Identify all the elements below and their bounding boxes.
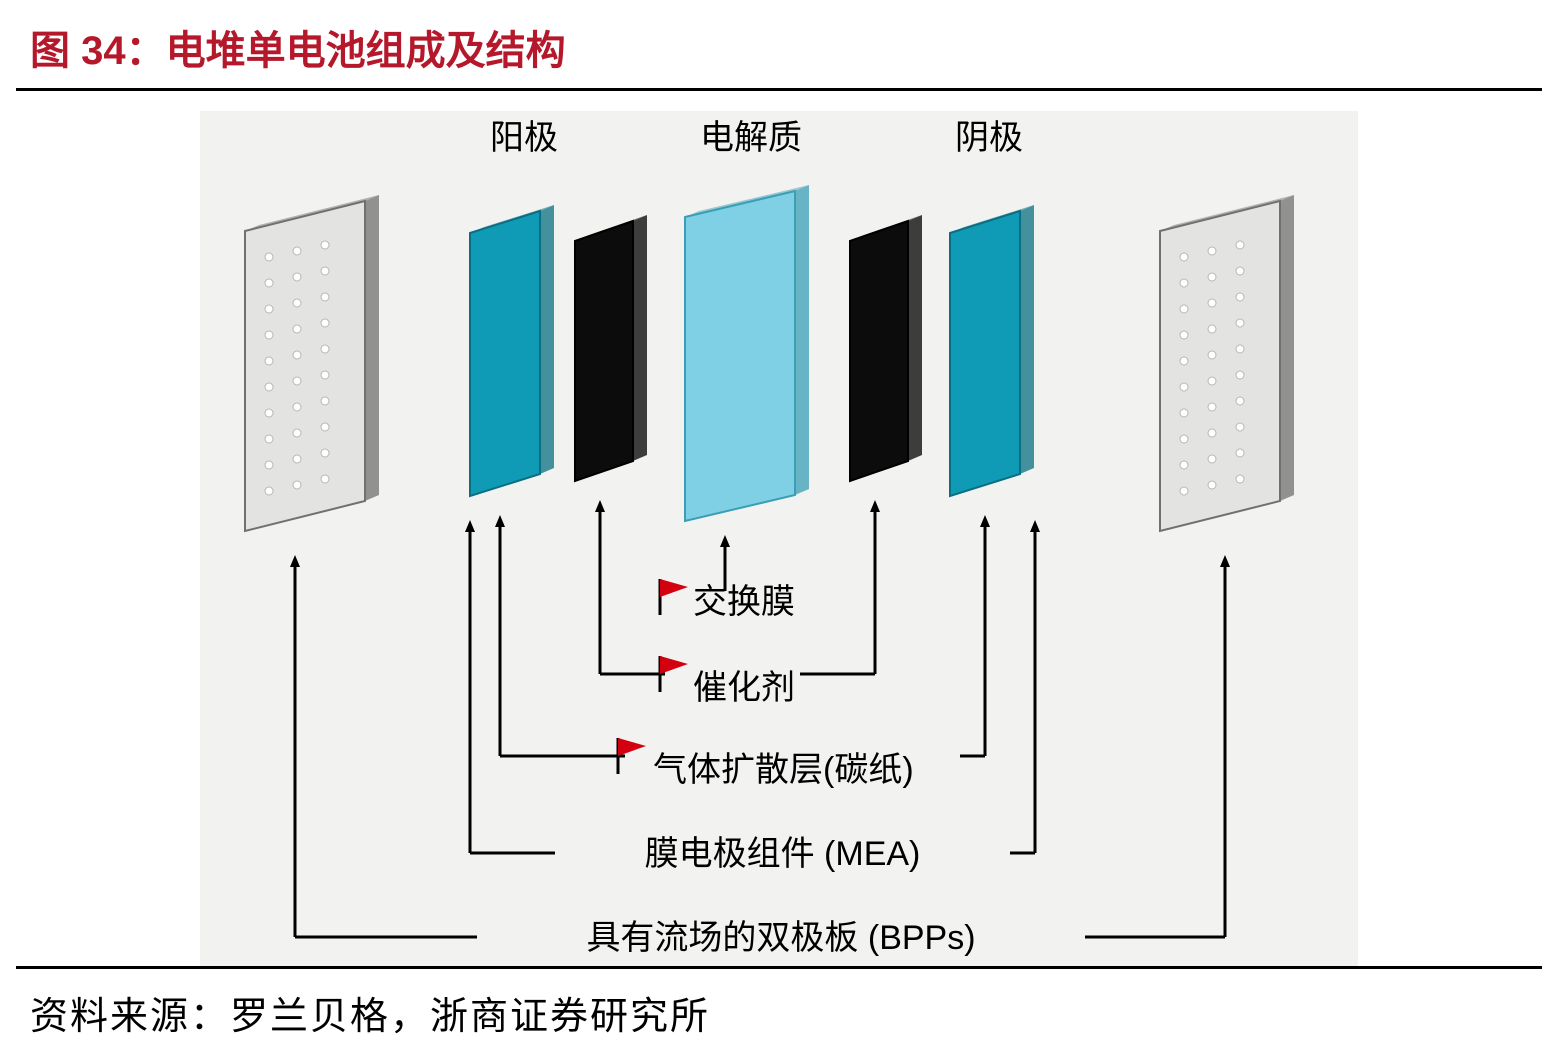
- figure-title-row: 图 34：电堆单电池组成及结构: [0, 0, 1558, 88]
- top-label-anode: 阳极: [490, 119, 558, 157]
- label-gdl: 气体扩散层(碳纸): [653, 751, 914, 789]
- diagram-area: 阳极 电解质 阴极交换膜催化剂气体扩散层(碳纸) 膜电极组件 (MEA) 具有流场的双极…: [0, 91, 1558, 971]
- figure-title: 图 34：电堆单电池组成及结构: [30, 29, 566, 73]
- plate-membrane: [685, 185, 809, 521]
- figure-number: 图 34：: [30, 29, 166, 73]
- plate-cathode-cat: [850, 215, 922, 481]
- plate-anode-cat: [575, 215, 647, 481]
- label-catalyst: 催化剂: [693, 669, 795, 707]
- figure-caption: 电堆单电池组成及结构: [166, 29, 566, 73]
- plate-bpp-right: [1160, 195, 1294, 531]
- label-mea: 膜电极组件 (MEA): [645, 835, 921, 873]
- fuel-cell-diagram: 阳极 电解质 阴极交换膜催化剂气体扩散层(碳纸) 膜电极组件 (MEA) 具有流场的双极…: [0, 91, 1558, 971]
- source-citation: 资料来源：罗兰贝格，浙商证券研究所: [0, 979, 1558, 1064]
- top-label-electrolyte: 电解质: [700, 119, 802, 157]
- plate-cathode-gdl: [950, 205, 1034, 496]
- plate-anode-gdl: [470, 205, 554, 496]
- source-row: 资料来源：罗兰贝格，浙商证券研究所: [0, 966, 1558, 1064]
- bottom-divider: [16, 966, 1542, 969]
- plate-bpp-left: [245, 195, 379, 531]
- label-exchange-membrane: 交换膜: [693, 583, 795, 621]
- top-label-cathode: 阴极: [955, 119, 1023, 157]
- label-bpp: 具有流场的双极板 (BPPs): [586, 919, 975, 957]
